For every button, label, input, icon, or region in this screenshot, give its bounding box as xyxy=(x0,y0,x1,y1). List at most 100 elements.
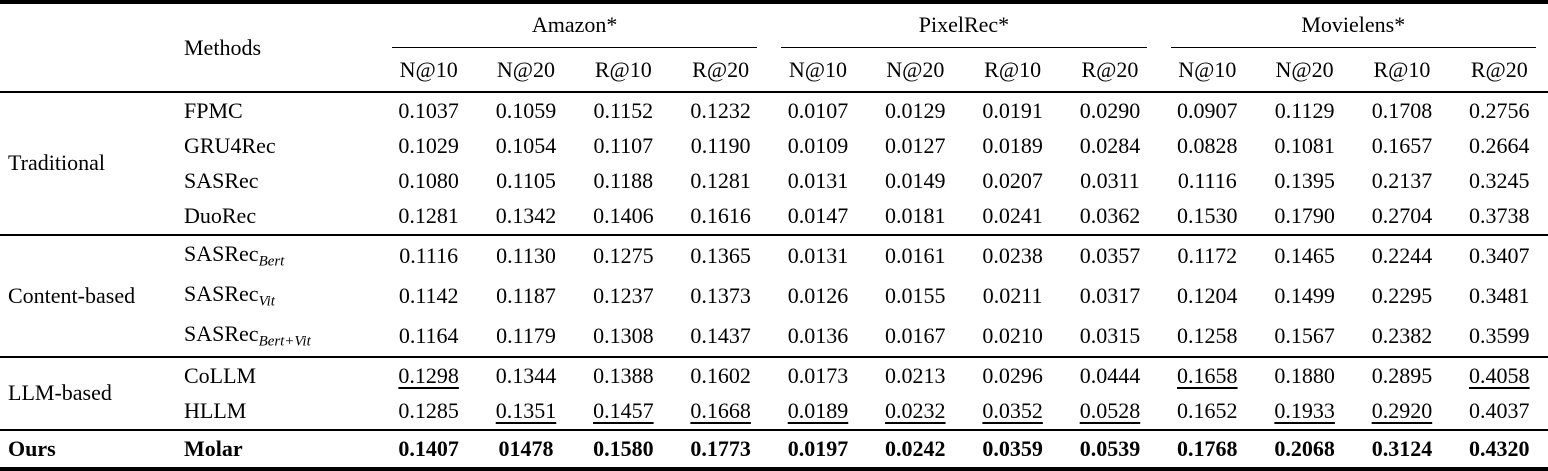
table-row: GRU4Rec 0.1029 0.1054 0.1107 0.1190 0.0109 0.0… xyxy=(0,128,1548,163)
metric-value: 0.0352 xyxy=(982,398,1043,424)
metric-value-cell: 0.1499 xyxy=(1256,276,1353,316)
metric-value-cell: 0.2382 xyxy=(1353,316,1450,357)
metric-value-cell: 0.0191 xyxy=(963,90,1062,129)
metric-value-cell: 0.1658 xyxy=(1158,355,1256,394)
metric-value: 0.2704 xyxy=(1371,203,1433,229)
metric-value: 0.1116 xyxy=(399,243,459,269)
metric-value-cell: 0.2756 xyxy=(1450,90,1548,129)
metric-value-cell: 0.1308 xyxy=(575,316,672,357)
method-name: DuoRec xyxy=(184,203,257,229)
metric-value-cell: 0.1142 xyxy=(380,276,477,316)
metric-value-cell: 0.1365 xyxy=(671,233,770,277)
metric-value-cell: 0.0362 xyxy=(1061,199,1158,235)
metric-value-cell: 0.1351 xyxy=(477,393,574,429)
metric-header: N@10 xyxy=(769,48,867,93)
metric-value: 0.0147 xyxy=(787,203,849,229)
metric-value: 0.1275 xyxy=(593,243,654,269)
metric-value: 0.1059 xyxy=(495,97,557,123)
metric-value-cell: 0.0907 xyxy=(1158,90,1256,129)
metric-value: 0.1365 xyxy=(690,243,751,269)
dataset-group-label: Amazon* xyxy=(392,12,758,48)
metric-value: 0.3124 xyxy=(1371,435,1433,461)
metric-value: 0.0359 xyxy=(982,435,1043,461)
metric-value: 0.0131 xyxy=(787,243,849,269)
metric-value-cell: 0.1281 xyxy=(672,163,769,198)
table-row: Ours Molar 0.1407 01478 0.1580 0.1773 0.0197 0.… xyxy=(0,428,1548,469)
table-header: Methods Amazon* PixelRec* Movielens* N@1… xyxy=(0,2,1548,93)
metric-value: 0.0149 xyxy=(885,168,946,194)
metric-value: 0.4320 xyxy=(1469,435,1530,461)
metric-value: 0.0109 xyxy=(787,132,849,158)
metric-value: 0.0828 xyxy=(1177,132,1238,158)
metric-value: 0.0127 xyxy=(885,132,946,158)
metric-value: 0.4058 xyxy=(1469,362,1530,388)
metric-value-cell: 0.1237 xyxy=(575,276,672,316)
metric-value-cell: 0.1388 xyxy=(574,355,672,394)
table-row: SASRec 0.1080 0.1105 0.1188 0.1281 0.0131 0.01… xyxy=(0,163,1548,198)
metric-value: 0.0317 xyxy=(1079,282,1141,308)
metric-value: 0.3599 xyxy=(1469,322,1530,348)
metric-value: 0.1232 xyxy=(690,97,751,123)
metric-value: 0.1933 xyxy=(1274,398,1335,424)
metric-value-cell: 0.1465 xyxy=(1255,233,1354,277)
metric-value-cell: 0.0528 xyxy=(1061,393,1158,429)
metric-value-cell: 0.1116 xyxy=(380,233,478,277)
table-row: HLLM 0.1285 0.1351 0.1457 0.1668 0.0189 0.0232… xyxy=(0,393,1548,429)
metric-value-cell: 0.3599 xyxy=(1451,316,1548,357)
metric-value: 0.1373 xyxy=(690,282,751,308)
metric-value: 0.0207 xyxy=(982,168,1043,194)
metric-value-cell: 0.1298 xyxy=(380,355,478,394)
metric-value: 0.0189 xyxy=(787,398,849,424)
method-name: SASRec xyxy=(184,241,259,267)
metric-value-cell: 0.1373 xyxy=(672,276,769,316)
metric-value-cell: 0.0317 xyxy=(1061,276,1158,316)
metric-value-cell: 0.4058 xyxy=(1450,355,1548,394)
metric-header-row: N@10 N@20 R@10 R@20 N@10 N@20 R@10 R@20 … xyxy=(0,48,1548,93)
method-cell: CoLLM xyxy=(176,355,380,394)
metric-value-cell: 0.1081 xyxy=(1256,128,1353,163)
metric-value-cell: 0.0352 xyxy=(964,393,1061,429)
metric-value: 0.0213 xyxy=(885,362,946,388)
metric-value: 0.1081 xyxy=(1274,132,1335,158)
table-body: Traditional FPMC 0.1037 0.1059 0.1152 0.1232 0… xyxy=(0,90,1548,469)
metric-value-cell: 0.0167 xyxy=(867,316,964,357)
metric-value: 0.2068 xyxy=(1274,435,1335,461)
metric-value: 0.1298 xyxy=(398,362,459,388)
metric-value: 0.2137 xyxy=(1371,168,1433,194)
metric-value-cell: 0.1773 xyxy=(671,428,770,469)
metric-value-cell: 0.0290 xyxy=(1061,90,1159,129)
metric-value-cell: 0.1080 xyxy=(380,163,477,198)
metric-value: 0.1580 xyxy=(593,435,654,461)
metric-value: 0.1258 xyxy=(1177,322,1238,348)
methods-header: Methods xyxy=(176,2,380,93)
metric-value: 0.2244 xyxy=(1371,243,1433,269)
metric-value: 0.1499 xyxy=(1274,282,1335,308)
metric-value-cell: 0.0213 xyxy=(866,355,964,394)
metric-value-cell: 0.0444 xyxy=(1061,355,1159,394)
metric-value-cell: 0.4037 xyxy=(1451,393,1548,429)
metric-value: 0.1285 xyxy=(398,398,459,424)
metric-value-cell: 0.0210 xyxy=(964,316,1061,357)
metric-value: 0.0539 xyxy=(1079,435,1141,461)
method-cell: SASRec xyxy=(176,163,380,198)
metric-value: 0.0311 xyxy=(1080,168,1140,194)
metric-value-cell: 0.1652 xyxy=(1159,393,1256,429)
metric-value: 0.0241 xyxy=(982,203,1043,229)
metric-value: 0.0189 xyxy=(982,132,1043,158)
method-cell: FPMC xyxy=(176,90,380,129)
metric-value-cell: 0.0311 xyxy=(1061,163,1158,198)
metric-value-cell: 0.2664 xyxy=(1451,128,1548,163)
metric-header: N@20 xyxy=(1255,48,1354,93)
metric-value-cell: 0.1768 xyxy=(1158,428,1256,469)
metric-value-cell: 0.3124 xyxy=(1353,428,1451,469)
metric-value: 0.0232 xyxy=(885,398,946,424)
corner-cell xyxy=(0,2,176,93)
metric-value-cell: 0.1668 xyxy=(672,393,769,429)
metric-value-cell: 0.0155 xyxy=(867,276,964,316)
metric-value: 0.1388 xyxy=(593,362,654,388)
metric-value-cell: 0.2895 xyxy=(1353,355,1451,394)
metric-value-cell: 0.1406 xyxy=(575,199,672,235)
table-row: Content-based SASRecBert 0.1116 0.1130 0.127… xyxy=(0,233,1548,357)
metric-value-cell: 0.3738 xyxy=(1451,199,1548,235)
